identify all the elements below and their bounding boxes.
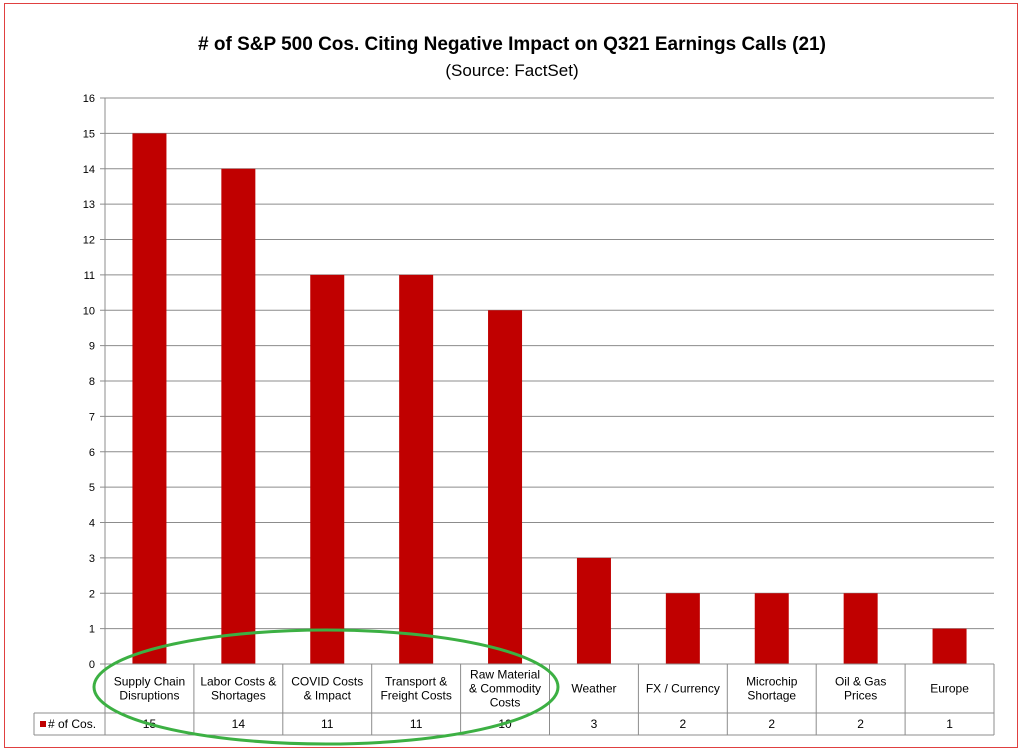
data-label: 14 (232, 717, 246, 731)
data-label: 2 (857, 717, 864, 731)
bars (132, 133, 967, 664)
data-label: 2 (680, 717, 687, 731)
bar (221, 168, 256, 664)
data-table: Supply Chain Disruptions Labor Costs & Shor… (33, 663, 995, 736)
y-tick-label: 7 (89, 411, 95, 423)
bar (132, 133, 167, 664)
y-tick-label: 12 (83, 235, 95, 247)
y-tick-label: 6 (89, 447, 95, 459)
data-label: 1 (946, 717, 953, 731)
x-category-label: Transport & Freight Costs (380, 675, 451, 703)
x-category-label: Microchip Shortage (746, 675, 798, 703)
x-category-label: Oil & Gas Prices (835, 675, 886, 703)
x-category-label: COVID Costs & Impact (291, 675, 363, 703)
y-tick-label: 5 (89, 482, 95, 494)
y-tick-label: 16 (83, 93, 95, 105)
data-label: 11 (410, 717, 423, 731)
x-category-label: Weather (571, 682, 616, 696)
chart-subtitle: (Source: FactSet) (445, 61, 579, 80)
legend-swatch (40, 721, 46, 727)
data-label: 11 (321, 717, 334, 731)
bar (843, 593, 878, 664)
bar (488, 310, 523, 664)
x-category-label: Raw Material & Commodity Costs (469, 668, 541, 710)
chart-title: # of S&P 500 Cos. Citing Negative Impact… (198, 34, 826, 55)
x-category-label: Europe (930, 682, 969, 696)
x-category-label: Supply Chain Disruptions (114, 675, 185, 703)
y-tick-label: 1 (89, 624, 95, 636)
y-tick-label: 3 (89, 553, 95, 565)
data-label: 2 (768, 717, 775, 731)
y-tick-label: 2 (89, 588, 95, 600)
bar (310, 274, 345, 664)
x-category-label: Labor Costs & Shortages (200, 675, 276, 703)
y-tick-label: 0 (89, 659, 95, 671)
data-label: 3 (591, 717, 598, 731)
series-name: # of Cos. (48, 717, 96, 731)
y-tick-label: 4 (89, 518, 95, 530)
y-tick-label: 14 (83, 164, 95, 176)
bar (754, 593, 789, 664)
bar (399, 274, 434, 664)
x-category-label: FX / Currency (646, 682, 720, 696)
highlight-ellipse-shape (92, 628, 560, 746)
y-tick-label: 13 (83, 199, 95, 211)
y-tick-label: 11 (84, 270, 95, 282)
chart-frame (4, 3, 1018, 748)
y-tick-label: 15 (83, 128, 95, 140)
y-tick-label: 10 (83, 305, 95, 317)
y-tick-label: 9 (89, 341, 95, 353)
y-tick-label: 8 (89, 376, 95, 388)
bar (665, 593, 700, 664)
highlight-ellipse (92, 628, 560, 746)
bar (932, 628, 967, 664)
bar (576, 557, 611, 664)
